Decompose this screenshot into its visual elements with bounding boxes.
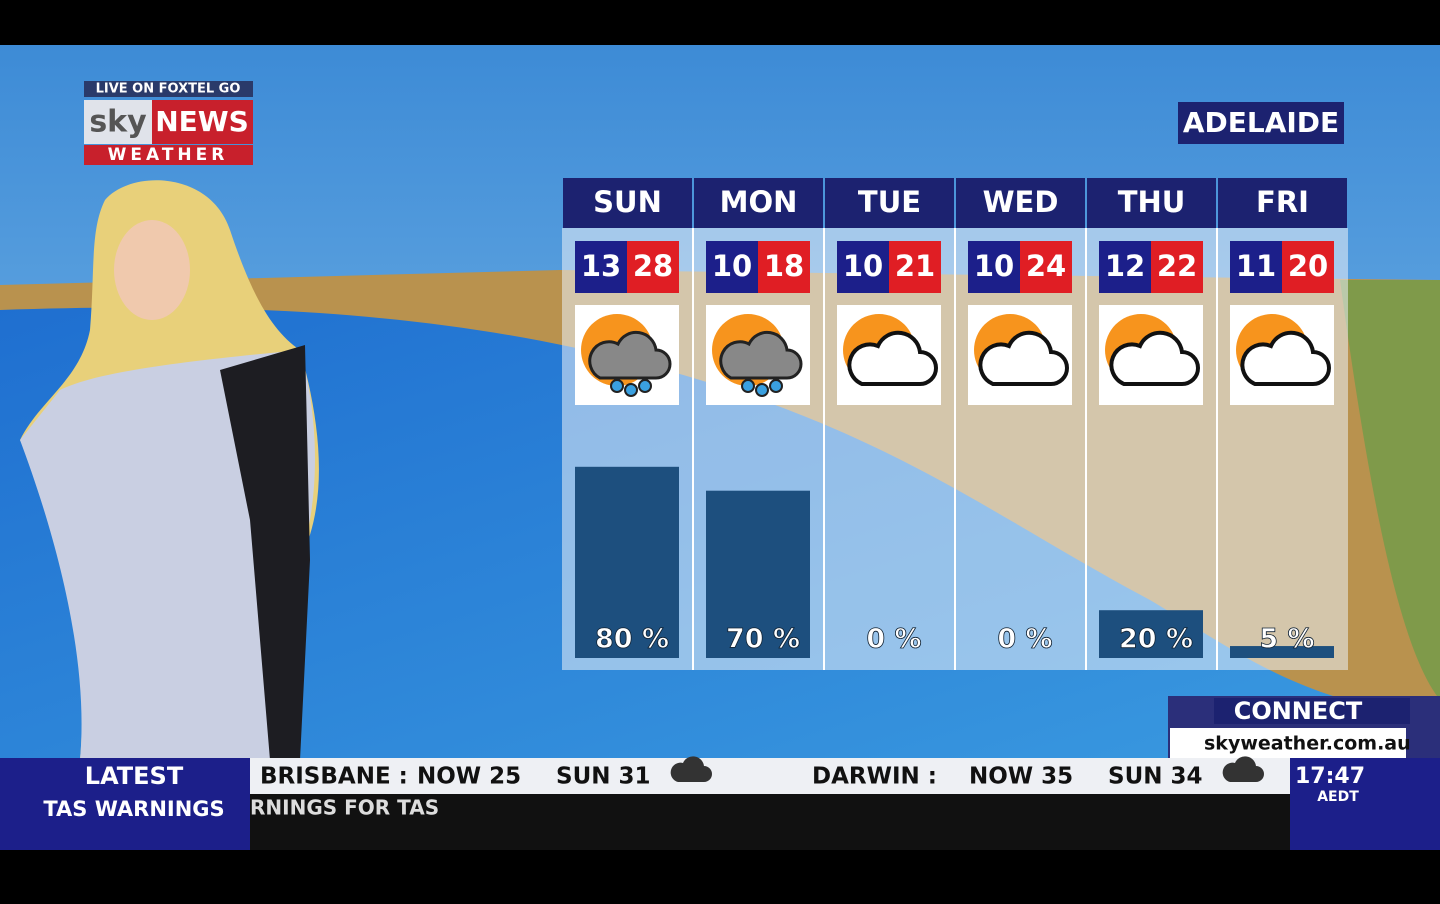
max-box xyxy=(889,241,941,293)
day-header xyxy=(694,178,823,228)
ticker-icon xyxy=(670,756,712,782)
rain-chance: 70 % xyxy=(726,624,800,655)
min-box xyxy=(1099,241,1151,293)
logo-bar xyxy=(84,81,253,97)
cloud xyxy=(847,330,938,386)
ticker-scroll: RNINGS FOR TAS xyxy=(250,796,439,820)
cloud xyxy=(1240,330,1331,386)
ticker-sublabel: TAS WARNINGS xyxy=(43,797,224,821)
cloud xyxy=(978,330,1069,386)
min-temp: 10 xyxy=(974,249,1014,283)
ticker-city: BRISBANE : xyxy=(260,764,408,790)
raindrop xyxy=(769,379,783,393)
min-temp: 10 xyxy=(843,249,883,283)
logo-live: LIVE ON FOXTEL GO xyxy=(96,82,241,97)
connect-title-box xyxy=(1214,698,1410,724)
logo-sky: sky xyxy=(89,105,147,140)
rain-chance: 0 % xyxy=(997,624,1052,655)
min-box xyxy=(575,241,627,293)
rain-chance: 5 % xyxy=(1259,624,1314,655)
logo-weather: WEATHER xyxy=(108,145,229,165)
day: THU xyxy=(1118,185,1186,219)
clock-time: 17:47 xyxy=(1295,764,1365,789)
logo-weather-box xyxy=(84,145,253,165)
day: FRI xyxy=(1256,185,1309,219)
min-box xyxy=(1230,241,1282,293)
max-box xyxy=(1020,241,1072,293)
max-box xyxy=(1151,241,1203,293)
max-temp: 20 xyxy=(1288,249,1328,283)
min-temp: 12 xyxy=(1105,249,1145,283)
cloud xyxy=(1109,330,1200,386)
max-temp: 24 xyxy=(1026,249,1066,283)
connect-url: skyweather.com.au xyxy=(1204,733,1411,755)
connect-title: CONNECT xyxy=(1234,697,1363,725)
location-box xyxy=(1178,102,1344,144)
ticker-now: NOW 25 xyxy=(417,764,521,790)
forecast-panel: SUN 13 28 80 % MON 10 18 70 % TUE 10 21 0 % WED 10 24 0… xyxy=(562,178,1348,670)
day: MON xyxy=(720,185,798,219)
day: WED xyxy=(983,185,1059,219)
max-temp: 28 xyxy=(633,249,673,283)
raindrop xyxy=(638,379,652,393)
rain-chance: 0 % xyxy=(866,624,921,655)
ticker-icon xyxy=(1222,756,1264,782)
max-temp: 21 xyxy=(895,249,935,283)
rain-bar xyxy=(575,466,679,658)
day-header xyxy=(1218,178,1347,228)
ticker-now: NOW 35 xyxy=(969,764,1073,790)
max-temp: 22 xyxy=(1157,249,1197,283)
rain-bar xyxy=(706,490,810,658)
ticker-top xyxy=(250,758,1290,794)
ticker-sun: SUN 31 xyxy=(556,764,651,790)
day-header xyxy=(956,178,1085,228)
raindrop xyxy=(755,383,769,397)
day-header xyxy=(825,178,954,228)
max-box xyxy=(627,241,679,293)
url-box xyxy=(1170,728,1406,758)
max-box xyxy=(758,241,810,293)
cloud xyxy=(588,330,672,380)
ticker-sun: SUN 34 xyxy=(1108,764,1203,790)
max-box xyxy=(1282,241,1334,293)
logo-news-box xyxy=(152,100,253,144)
location: ADELAIDE xyxy=(1183,106,1339,139)
min-box xyxy=(837,241,889,293)
ticker-label: LATEST xyxy=(85,762,184,790)
day: SUN xyxy=(593,185,662,219)
day-header xyxy=(1087,178,1216,228)
cloud xyxy=(719,330,803,380)
max-temp: 18 xyxy=(764,249,804,283)
min-box xyxy=(706,241,758,293)
logo-news: NEWS xyxy=(155,105,249,138)
day-header xyxy=(563,178,692,228)
min-temp: 13 xyxy=(581,249,621,283)
rain-bar xyxy=(1099,610,1203,658)
rain-bar xyxy=(1230,646,1334,658)
raindrop xyxy=(741,379,755,393)
ticker-city: DARWIN : xyxy=(812,764,937,790)
clock-box xyxy=(1290,758,1440,850)
min-temp: 11 xyxy=(1236,249,1276,283)
land-green xyxy=(1340,280,1440,700)
ticker-label-box xyxy=(0,758,250,850)
raindrop xyxy=(624,383,638,397)
day: TUE xyxy=(858,185,921,219)
clock-zone: AEDT xyxy=(1317,789,1359,805)
raindrop xyxy=(610,379,624,393)
rain-chance: 80 % xyxy=(595,624,669,655)
rain-chance: 20 % xyxy=(1119,624,1193,655)
min-temp: 10 xyxy=(712,249,752,283)
ticker-bottom xyxy=(250,794,1290,850)
presenter xyxy=(20,180,319,760)
min-box xyxy=(968,241,1020,293)
ticker-items: BRISBANE : NOW 25 SUN 31 DARWIN : NOW 35 SUN … xyxy=(260,756,1264,790)
